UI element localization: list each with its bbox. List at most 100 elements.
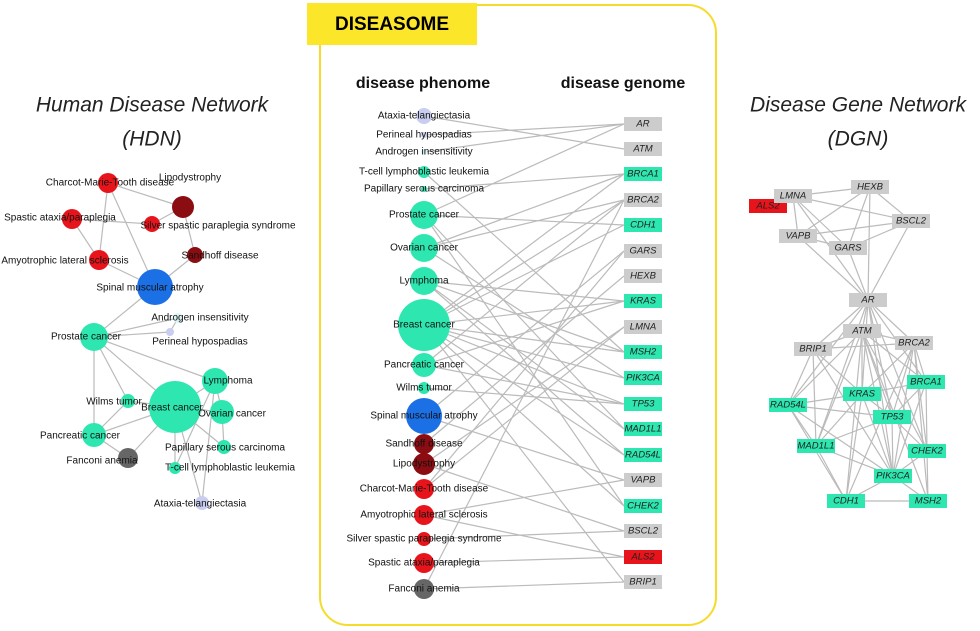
diseasome-edge: [423, 115, 625, 150]
dgn-edge: [891, 342, 915, 418]
genome-node: [624, 473, 662, 487]
hdn-node: [62, 209, 82, 229]
genome-node: [624, 448, 662, 462]
hdn-node-label: Androgen insensitivity: [151, 313, 248, 324]
dgn-edge: [812, 348, 863, 395]
phenome-header: disease phenome: [356, 75, 490, 92]
phenome-label: Wilms tumor: [396, 383, 452, 394]
dgn-node: [829, 241, 867, 255]
diseasome-edge: [423, 415, 625, 481]
hdn-edge: [107, 182, 156, 288]
hdn-node-label: Sandhoff disease: [181, 251, 259, 262]
hdn-subtitle: (HDN): [122, 128, 181, 151]
dgn-edge: [861, 330, 928, 452]
genome-node: [624, 142, 662, 156]
genome-node: [624, 320, 662, 334]
phenome-node: [413, 453, 435, 475]
phenome-node: [421, 149, 427, 155]
dgn-edge: [867, 299, 915, 344]
genome-node: [624, 269, 662, 283]
hdn-node-label: Prostate cancer: [51, 332, 122, 343]
hdn-node-label: Pancreatic cancer: [40, 431, 121, 442]
dgn-subtitle: (DGN): [828, 128, 889, 151]
phenome-node: [412, 353, 436, 377]
phenome-node: [414, 479, 434, 499]
genome-label: HEXB: [630, 271, 657, 282]
diseasome-edge: [423, 199, 625, 590]
dgn-node-label: MAD1L1: [798, 441, 835, 452]
genome-label: CHEK2: [627, 501, 659, 512]
dgn-node: [797, 439, 835, 453]
phenome-label: Ovarian cancer: [390, 243, 458, 254]
hdn-node-label: Lymphoma: [203, 376, 253, 387]
dgn-node: [892, 214, 930, 228]
hdn-node: [82, 423, 106, 447]
dgn-node-label: AR: [860, 295, 874, 306]
dgn-node: [907, 375, 945, 389]
genome-label: AR: [635, 119, 649, 130]
diseasome-edge: [423, 387, 625, 405]
phenome-node: [406, 398, 442, 434]
phenome-label: Silver spastic paraplegia syndrome: [346, 534, 502, 545]
dgn-node-label: CHEK2: [911, 446, 943, 457]
dgn-edge: [867, 220, 912, 301]
genome-node: [624, 345, 662, 359]
hdn-node: [98, 173, 118, 193]
dgn-edge: [847, 186, 871, 249]
dgn-node-label: ALS2: [755, 201, 780, 212]
hdn-edge: [201, 380, 216, 504]
genome-label: BRCA2: [627, 195, 659, 206]
genome-label: VAPB: [631, 475, 656, 486]
diseasome-edge: [423, 324, 625, 507]
phenome-label: Fanconi anemia: [388, 584, 460, 595]
hdn-node-label: Perineal hypospadias: [152, 337, 248, 348]
genome-node: [624, 294, 662, 308]
dgn-edge: [892, 381, 927, 477]
dgn-edge: [861, 393, 894, 477]
dgn-node: [909, 494, 947, 508]
diseasome-edge: [423, 280, 625, 456]
genome-node: [624, 524, 662, 538]
dgn-edge: [861, 330, 894, 477]
dgn-edge: [845, 330, 863, 502]
dgn-node: [774, 189, 812, 203]
dgn-node-label: ATM: [851, 326, 871, 337]
hdn-node: [195, 496, 209, 510]
phenome-node: [417, 532, 431, 546]
phenome-label: Spastic ataxia/paraplegia: [368, 558, 480, 569]
diseasome-edge: [423, 581, 625, 590]
dgn-edge: [815, 445, 847, 502]
hdn-node: [144, 216, 160, 232]
dgn-edge: [861, 330, 927, 383]
hdn-edge: [107, 182, 184, 208]
hdn-node-label: Papillary serous carcinoma: [165, 443, 285, 454]
dgn-node: [843, 324, 881, 338]
dgn-edge: [925, 381, 928, 452]
genome-node: [624, 167, 662, 181]
phenome-node: [414, 505, 434, 525]
hdn-node: [166, 328, 174, 336]
hdn-node-label: Fanconi anemia: [66, 456, 138, 467]
dgn-node-label: LMNA: [780, 191, 806, 202]
genome-node: [624, 117, 662, 131]
genome-node: [624, 499, 662, 513]
phenome-label: Prostate cancer: [389, 210, 460, 221]
diseasome-edge: [423, 324, 625, 405]
diseasome-edge: [423, 250, 625, 490]
diseasome-edge: [423, 364, 625, 405]
dgn-node: [794, 342, 832, 356]
dgn-edge: [812, 299, 869, 350]
dgn-edge: [792, 195, 912, 222]
hdn-node: [121, 394, 135, 408]
dgn-node: [779, 229, 817, 243]
hdn-edge: [93, 336, 216, 382]
phenome-node: [418, 166, 430, 178]
diseasome-edge: [423, 199, 625, 366]
phenome-label: Pancreatic cancer: [384, 360, 465, 371]
diseasome-edge: [423, 280, 625, 302]
dgn-edge: [797, 235, 869, 301]
phenome-label: Sandhoff disease: [385, 439, 463, 450]
diseasome-edge: [423, 280, 625, 430]
hdn-node-label: Spinal muscular atrophy: [96, 283, 203, 294]
